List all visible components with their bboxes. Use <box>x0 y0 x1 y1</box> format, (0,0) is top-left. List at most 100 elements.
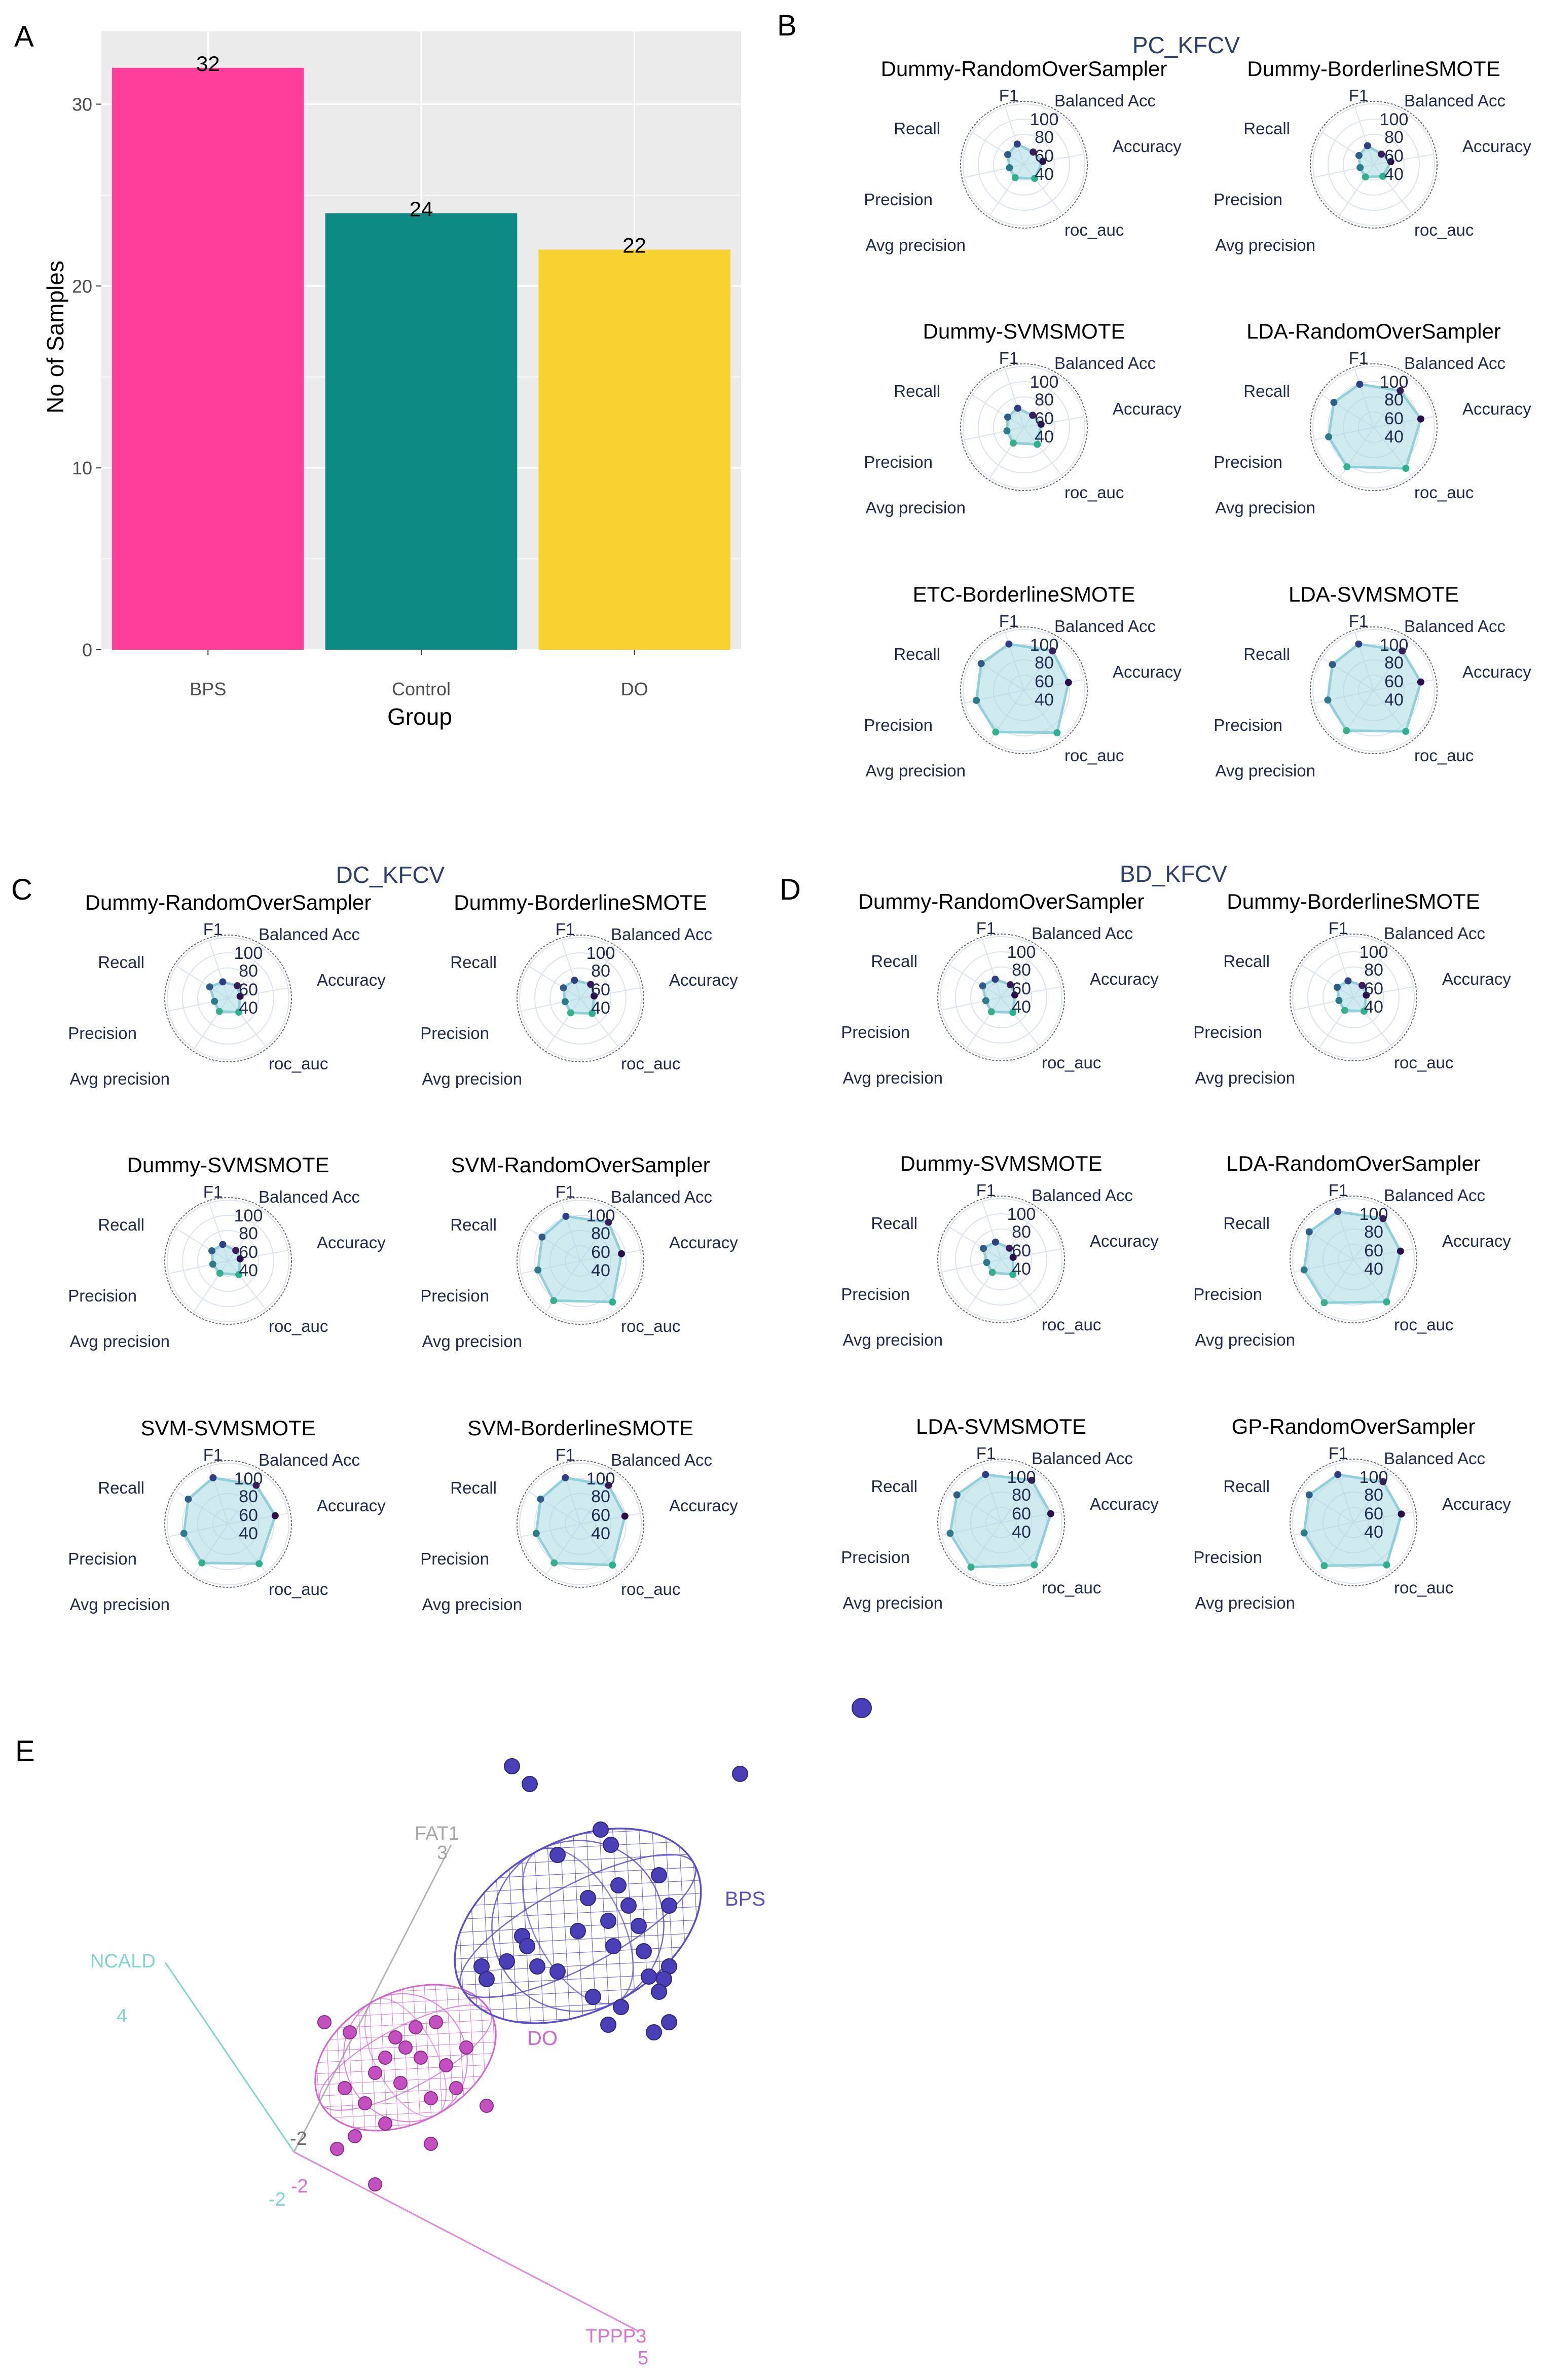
radar-axis-label: roc_auc <box>1414 746 1474 765</box>
radar-tick-label: 80 <box>591 1487 610 1506</box>
radar-axis-label: Recall <box>1223 1477 1270 1496</box>
radar-axis-label: Precision <box>1214 716 1282 734</box>
radar-axis-label: F1 <box>203 920 223 939</box>
radar-point <box>1334 1208 1342 1215</box>
radar-point <box>1006 1244 1013 1252</box>
radar-point <box>977 660 985 667</box>
radar-axis-label: Avg precision <box>69 1595 170 1614</box>
radar-grid-ring <box>167 937 289 1060</box>
radar-point <box>1039 158 1047 165</box>
radar-grid-ring <box>182 1215 274 1307</box>
radar-point <box>1397 1247 1404 1255</box>
x-tick-label: DO <box>621 679 648 699</box>
radar-grid-ring <box>1322 966 1384 1028</box>
radar-axis-label: F1 <box>999 612 1019 630</box>
radar-point <box>1003 427 1011 435</box>
radar-axis-label: Recall <box>1223 952 1270 971</box>
radar-axis-label: Avg precision <box>1195 1593 1295 1612</box>
radar-point <box>1355 640 1363 648</box>
radar-tick-label: 80 <box>1364 1485 1383 1505</box>
radar-outer-ring <box>937 934 1065 1061</box>
panel-title: BD_KFCV <box>1120 861 1227 887</box>
radar-point <box>1387 158 1394 166</box>
radar-point <box>618 1250 626 1257</box>
radar-axis-label: roc_auc <box>1042 1315 1101 1334</box>
radar-axis-label: Recall <box>98 1215 144 1234</box>
radar-axis-label: Avg precision <box>69 1332 170 1351</box>
radar-grid-ring <box>519 1200 642 1322</box>
axis-low-ncald: -2 <box>269 2189 286 2210</box>
radar-point <box>587 981 595 988</box>
radar-point <box>1009 1009 1017 1016</box>
radar-point <box>185 1495 192 1503</box>
radar-tick-label: 40 <box>591 1524 610 1543</box>
radar-point <box>1335 997 1343 1005</box>
group-label-bps: BPS <box>725 1888 765 1910</box>
radar-axis-label: Recall <box>894 119 940 138</box>
radar-title: SVM-SVMSMOTE <box>140 1416 315 1440</box>
scatter-point-do <box>358 2096 372 2110</box>
radar-tick-label: 60 <box>239 980 258 999</box>
scatter-point-do <box>409 2020 423 2034</box>
radar-point <box>271 1512 279 1519</box>
radar-point <box>209 1474 217 1481</box>
radar-grid-ring <box>993 396 1055 458</box>
radar-point <box>621 1512 629 1520</box>
radar-title: SVM-RandomOverSampler <box>451 1153 710 1177</box>
radar-point <box>235 1009 243 1016</box>
radar-axis-label: Recall <box>1243 645 1290 663</box>
radar-outer-ring <box>164 1460 292 1588</box>
scatter-point-do <box>414 2051 428 2065</box>
radar-point <box>234 982 241 990</box>
scatter-point-do <box>317 2015 332 2029</box>
radar-grid-ring <box>970 1229 1032 1290</box>
radar-outer-ring <box>960 101 1088 229</box>
radar-title: SVM-BorderlineSMOTE <box>467 1416 693 1440</box>
radar-point <box>1364 142 1371 150</box>
radar-point <box>1355 152 1363 159</box>
radar-point <box>1330 398 1338 406</box>
radar-axis-label: Balanced Acc <box>1032 1186 1133 1205</box>
panel-title: PC_KFCV <box>1132 32 1240 58</box>
axis-low-fat1: -2 <box>290 2128 307 2149</box>
radar-outer-ring <box>960 626 1088 754</box>
radar-title: Dummy-BorderlineSMOTE <box>454 890 707 914</box>
radar-tick-label: 80 <box>1364 1222 1383 1242</box>
radar-tick-label: 100 <box>1030 373 1059 392</box>
radar-tick-label: 80 <box>1012 1222 1031 1242</box>
radar-point <box>1009 439 1017 447</box>
radar-grid-ring <box>993 134 1055 196</box>
radar-outer-ring <box>1290 1196 1417 1323</box>
radar-title: ETC-BorderlineSMOTE <box>913 582 1135 606</box>
radar-axis-label: Recall <box>98 953 144 972</box>
radar-point <box>609 1561 616 1569</box>
radar-point <box>1005 640 1013 648</box>
radar-point <box>211 997 218 1005</box>
radar-tick-label: 60 <box>1364 979 1383 998</box>
radar-outer-ring <box>517 1460 644 1588</box>
y-tick-label: 30 <box>72 94 92 115</box>
radar-point <box>236 1255 244 1262</box>
axis-low-tppp3: -2 <box>291 2176 308 2197</box>
scatter-point-bps <box>549 1847 566 1863</box>
radar-grid-ring <box>955 1213 1047 1306</box>
axis-line-ncald <box>164 1962 295 2152</box>
radar-point <box>252 1481 260 1489</box>
radar-point <box>1344 977 1352 985</box>
radar-tick-label: 60 <box>591 1506 610 1525</box>
radar-axis-label: Avg precision <box>865 761 966 780</box>
radar-tick-label: 60 <box>1035 146 1054 166</box>
scatter-point-bps <box>529 1958 545 1975</box>
radar-axis-label: Balanced Acc <box>259 1187 360 1206</box>
radar-tick-label: 100 <box>1380 110 1409 129</box>
radar-axis-label: Precision <box>68 1549 137 1568</box>
radar-outer-ring <box>164 1197 292 1325</box>
scatter-point-bps <box>661 1898 677 1914</box>
radar-tick-label: 80 <box>1012 1485 1031 1505</box>
radar-grid-ring <box>167 1463 289 1585</box>
radar-axis-label: Recall <box>98 1478 144 1497</box>
radar-point <box>983 1259 990 1267</box>
radar-grid-ring <box>970 966 1032 1028</box>
